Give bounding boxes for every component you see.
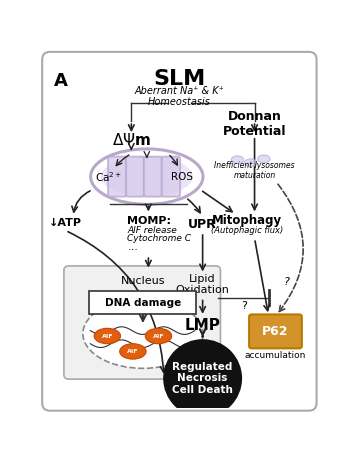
FancyBboxPatch shape: [42, 52, 316, 411]
Text: SLM: SLM: [153, 69, 205, 89]
FancyBboxPatch shape: [162, 157, 180, 196]
Text: A: A: [54, 72, 68, 90]
Text: LMP: LMP: [185, 318, 220, 333]
Text: ?: ?: [284, 277, 289, 287]
Text: AIF: AIF: [102, 333, 113, 338]
Ellipse shape: [244, 159, 257, 167]
Ellipse shape: [231, 156, 244, 164]
Text: Regulated
Necrosis
Cell Death: Regulated Necrosis Cell Death: [172, 362, 233, 395]
Text: Ca$^{2+}$: Ca$^{2+}$: [94, 170, 121, 184]
Text: Donnan
Potential: Donnan Potential: [223, 110, 286, 138]
Text: ...: ...: [127, 242, 138, 252]
Text: Lipid
Oxidation: Lipid Oxidation: [176, 273, 230, 295]
Ellipse shape: [120, 344, 146, 359]
Text: $\Delta\Psi$m: $\Delta\Psi$m: [112, 131, 151, 147]
Text: Inefficient lysosomes
maturation: Inefficient lysosomes maturation: [214, 161, 295, 180]
FancyBboxPatch shape: [126, 157, 145, 196]
Text: DNA damage: DNA damage: [105, 298, 181, 308]
FancyBboxPatch shape: [108, 157, 127, 196]
Text: AIF: AIF: [127, 349, 139, 354]
Text: Nucleus: Nucleus: [121, 276, 165, 286]
Ellipse shape: [94, 328, 120, 344]
Ellipse shape: [101, 157, 193, 196]
Text: UPR: UPR: [188, 218, 217, 231]
Text: (Autophagic flux): (Autophagic flux): [211, 226, 283, 235]
Text: ROS: ROS: [171, 172, 193, 182]
Ellipse shape: [145, 328, 172, 344]
Ellipse shape: [83, 299, 203, 368]
Circle shape: [164, 340, 242, 417]
Text: P62: P62: [262, 325, 289, 338]
Ellipse shape: [91, 149, 203, 204]
Text: Aberrant Na⁺ & K⁺
Homeostasis: Aberrant Na⁺ & K⁺ Homeostasis: [134, 86, 224, 107]
FancyBboxPatch shape: [249, 315, 302, 349]
Text: accumulation: accumulation: [245, 351, 306, 360]
Text: Mitophagy: Mitophagy: [212, 214, 282, 227]
FancyBboxPatch shape: [89, 290, 196, 314]
Text: Cytochrome C: Cytochrome C: [127, 234, 191, 244]
Text: ↓ATP: ↓ATP: [49, 218, 82, 228]
Text: AIF: AIF: [153, 333, 164, 338]
FancyBboxPatch shape: [64, 266, 220, 379]
Text: ?: ?: [241, 301, 247, 311]
Text: MOMP:: MOMP:: [127, 216, 172, 225]
Text: AIF release: AIF release: [127, 226, 177, 235]
FancyBboxPatch shape: [144, 157, 162, 196]
Ellipse shape: [258, 155, 270, 163]
